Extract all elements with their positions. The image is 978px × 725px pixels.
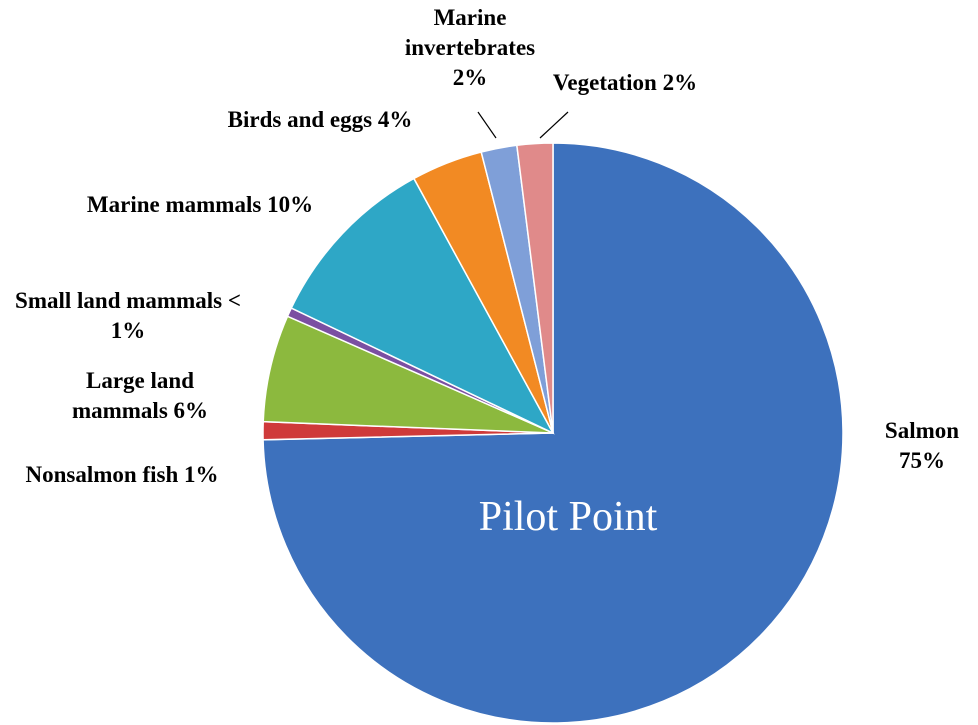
value-label: 10% [267, 192, 314, 217]
value-label: 1% [183, 462, 219, 487]
leader-line [477, 111, 497, 139]
category-name: Marine invertebrates [404, 5, 536, 60]
category-name: Salmon [884, 418, 960, 443]
pie-slice [515, 142, 554, 434]
slice-label-text: Small land mammals < 1% [13, 286, 243, 346]
slice-label-text: Nonsalmon fish 1% [7, 460, 237, 490]
slice-label: Salmon 75% [867, 416, 977, 476]
slice-label: Nonsalmon fish 1% [7, 460, 237, 490]
pie [262, 142, 844, 724]
slice-label: Marine mammals 10% [70, 190, 330, 220]
leader-line [539, 111, 569, 139]
category-name: Vegetation [552, 70, 657, 95]
slice-label-text: Birds and eggs 4% [210, 105, 430, 135]
slice-label: Birds and eggs 4% [210, 105, 430, 135]
category-name: Small land mammals [15, 288, 223, 313]
value-label: 4% [377, 107, 413, 132]
category-name: Large land mammals [71, 368, 194, 423]
slice-label-text: Marine invertebrates 2% [385, 3, 555, 93]
slice-label: Vegetation 2% [550, 68, 700, 98]
category-name: Marine mammals [86, 192, 262, 217]
value-label: 6% [173, 398, 209, 423]
value-label: 2% [662, 70, 698, 95]
category-name: Birds and eggs [227, 107, 373, 132]
slice-label: Small land mammals < 1% [13, 286, 243, 346]
slice-label-text: Large land mammals 6% [40, 366, 240, 426]
value-label: 75% [899, 448, 945, 473]
slice-label: Marine invertebrates 2% [385, 3, 555, 93]
value-label: 2% [452, 65, 488, 90]
value-label: < 1% [110, 288, 241, 343]
slice-label-text: Vegetation 2% [550, 68, 700, 98]
chart-annotation: Pilot Point [479, 494, 658, 540]
category-name: Nonsalmon fish [25, 462, 179, 487]
slice-label-text: Marine mammals 10% [70, 190, 330, 220]
slice-label-text: Salmon 75% [867, 416, 977, 476]
pie-slice [290, 177, 555, 435]
slice-label: Large land mammals 6% [40, 366, 240, 426]
